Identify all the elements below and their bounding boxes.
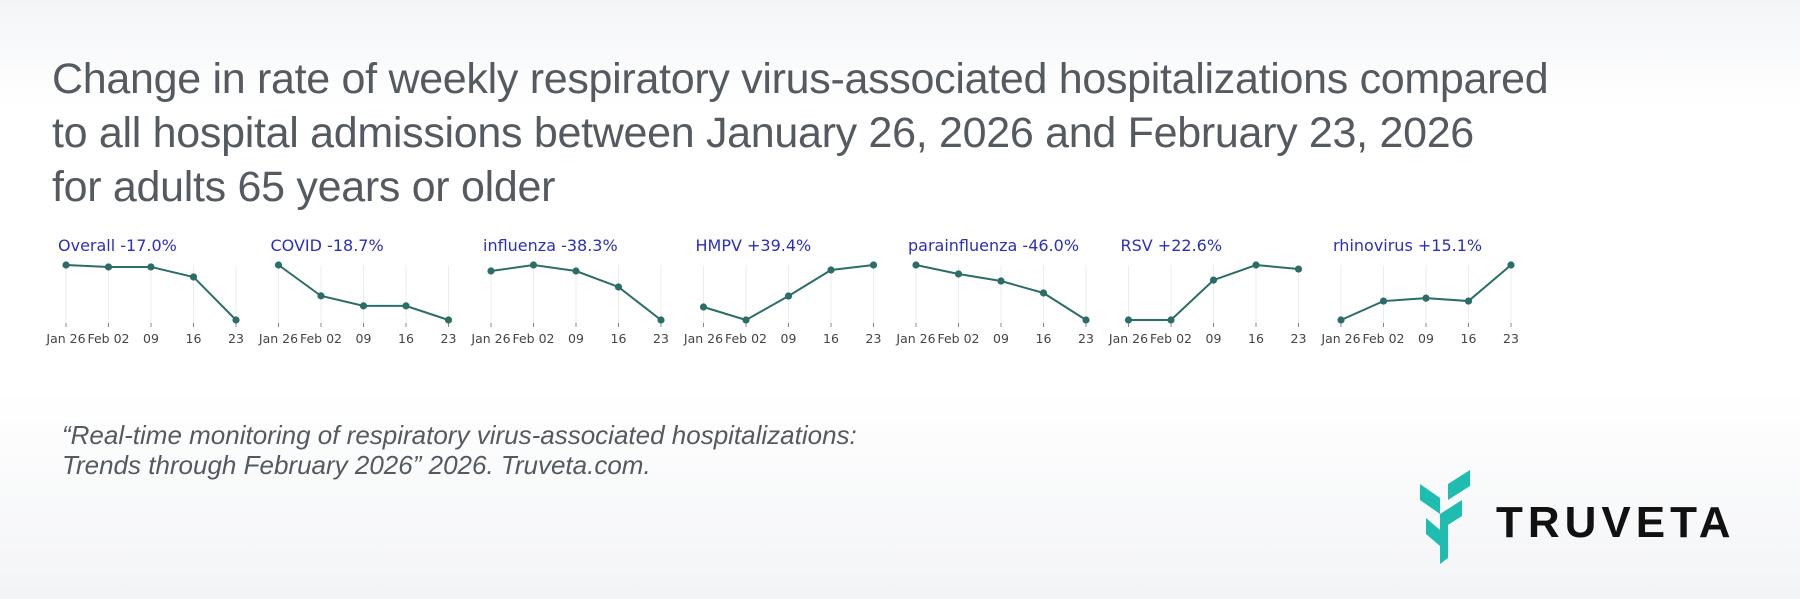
data-point bbox=[147, 263, 155, 271]
x-tick-label: 16 bbox=[1248, 331, 1264, 346]
x-tick-label: 16 bbox=[186, 331, 202, 346]
x-tick-label: 16 bbox=[1036, 331, 1052, 346]
x-tick-label: 09 bbox=[1418, 331, 1434, 346]
data-point bbox=[614, 283, 623, 291]
small-multiples-charts: Overall -17.0% Jan 26 Feb 02 09 16 23 COVID -1… bbox=[0, 225, 1800, 405]
data-point bbox=[827, 266, 835, 274]
x-tick-label: 16 bbox=[398, 331, 414, 346]
data-point bbox=[1039, 289, 1048, 297]
data-point bbox=[1167, 316, 1175, 324]
data-point bbox=[572, 267, 580, 275]
x-tick-label: Jan 26 bbox=[45, 331, 85, 346]
x-tick-label: 23 bbox=[653, 331, 669, 346]
x-tick-label: 16 bbox=[823, 331, 839, 346]
data-point bbox=[1422, 294, 1430, 302]
x-tick-label: 16 bbox=[1461, 331, 1477, 346]
x-tick-label: Jan 26 bbox=[1108, 331, 1148, 346]
data-point bbox=[699, 303, 708, 311]
data-point bbox=[1337, 316, 1345, 324]
data-point bbox=[104, 263, 113, 271]
data-point bbox=[1124, 316, 1133, 324]
data-point bbox=[912, 261, 920, 269]
data-point bbox=[869, 261, 878, 269]
data-point bbox=[189, 273, 198, 281]
data-point bbox=[487, 267, 495, 275]
page-title: Change in rate of weekly respiratory vir… bbox=[52, 52, 1752, 214]
data-point bbox=[742, 316, 750, 324]
chart-title: HMPV +39.4% bbox=[696, 236, 812, 255]
x-tick-label: 09 bbox=[568, 331, 584, 346]
chart-title: influenza -38.3% bbox=[483, 236, 618, 255]
chart-title: RSV +22.6% bbox=[1121, 236, 1223, 255]
title-line: to all hospital admissions between Janua… bbox=[52, 109, 1474, 157]
chart-title: rhinovirus +15.1% bbox=[1333, 236, 1482, 255]
x-tick-label: 23 bbox=[441, 331, 457, 346]
citation: “Real-time monitoring of respiratory vir… bbox=[62, 420, 857, 480]
chart-title: Overall -17.0% bbox=[58, 236, 177, 255]
data-point bbox=[274, 261, 283, 269]
data-point bbox=[1294, 265, 1303, 273]
x-tick-label: Feb 02 bbox=[512, 331, 554, 346]
truveta-logo-icon bbox=[1420, 470, 1470, 564]
x-tick-label: Jan 26 bbox=[470, 331, 510, 346]
data-point bbox=[997, 277, 1005, 285]
chart-title: COVID -18.7% bbox=[271, 236, 384, 255]
data-point bbox=[1379, 297, 1388, 305]
data-point bbox=[657, 316, 665, 324]
data-point bbox=[232, 316, 240, 324]
x-tick-label: 23 bbox=[1503, 331, 1519, 346]
x-tick-label: 09 bbox=[143, 331, 159, 346]
data-point bbox=[1507, 261, 1515, 269]
x-tick-label: 09 bbox=[781, 331, 797, 346]
x-tick-label: Feb 02 bbox=[87, 331, 129, 346]
title-line: for adults 65 years or older bbox=[52, 163, 556, 211]
x-tick-label: 23 bbox=[866, 331, 882, 346]
data-point bbox=[317, 292, 325, 300]
data-point bbox=[1209, 276, 1218, 284]
chart-title: parainfluenza -46.0% bbox=[908, 236, 1079, 255]
x-tick-label: 09 bbox=[1206, 331, 1222, 346]
x-tick-label: Feb 02 bbox=[1150, 331, 1192, 346]
x-tick-label: 09 bbox=[993, 331, 1009, 346]
data-point bbox=[784, 292, 793, 300]
x-tick-label: Jan 26 bbox=[258, 331, 298, 346]
data-point bbox=[1464, 297, 1473, 305]
x-tick-label: Jan 26 bbox=[895, 331, 935, 346]
x-tick-label: Feb 02 bbox=[725, 331, 767, 346]
x-tick-label: Feb 02 bbox=[300, 331, 342, 346]
data-point bbox=[62, 261, 70, 269]
data-point bbox=[359, 302, 368, 310]
x-tick-label: Feb 02 bbox=[937, 331, 979, 346]
x-tick-label: Feb 02 bbox=[1362, 331, 1404, 346]
data-point bbox=[444, 316, 453, 324]
x-tick-label: Jan 26 bbox=[1320, 331, 1360, 346]
logo-wordmark: TRUVETA bbox=[1496, 498, 1736, 547]
x-tick-label: 23 bbox=[228, 331, 244, 346]
x-tick-label: 16 bbox=[611, 331, 627, 346]
citation-line: Trends through February 2026” 2026. Truv… bbox=[62, 450, 651, 480]
data-point bbox=[1082, 316, 1090, 324]
citation-line: “Real-time monitoring of respiratory vir… bbox=[62, 420, 857, 450]
title-line: Change in rate of weekly respiratory vir… bbox=[52, 55, 1549, 103]
data-point bbox=[402, 302, 410, 310]
x-tick-label: Jan 26 bbox=[683, 331, 723, 346]
data-point bbox=[954, 270, 963, 278]
x-tick-label: 09 bbox=[356, 331, 372, 346]
x-tick-label: 23 bbox=[1291, 331, 1307, 346]
data-point bbox=[1252, 261, 1260, 269]
x-tick-label: 23 bbox=[1078, 331, 1094, 346]
data-point bbox=[529, 261, 538, 269]
